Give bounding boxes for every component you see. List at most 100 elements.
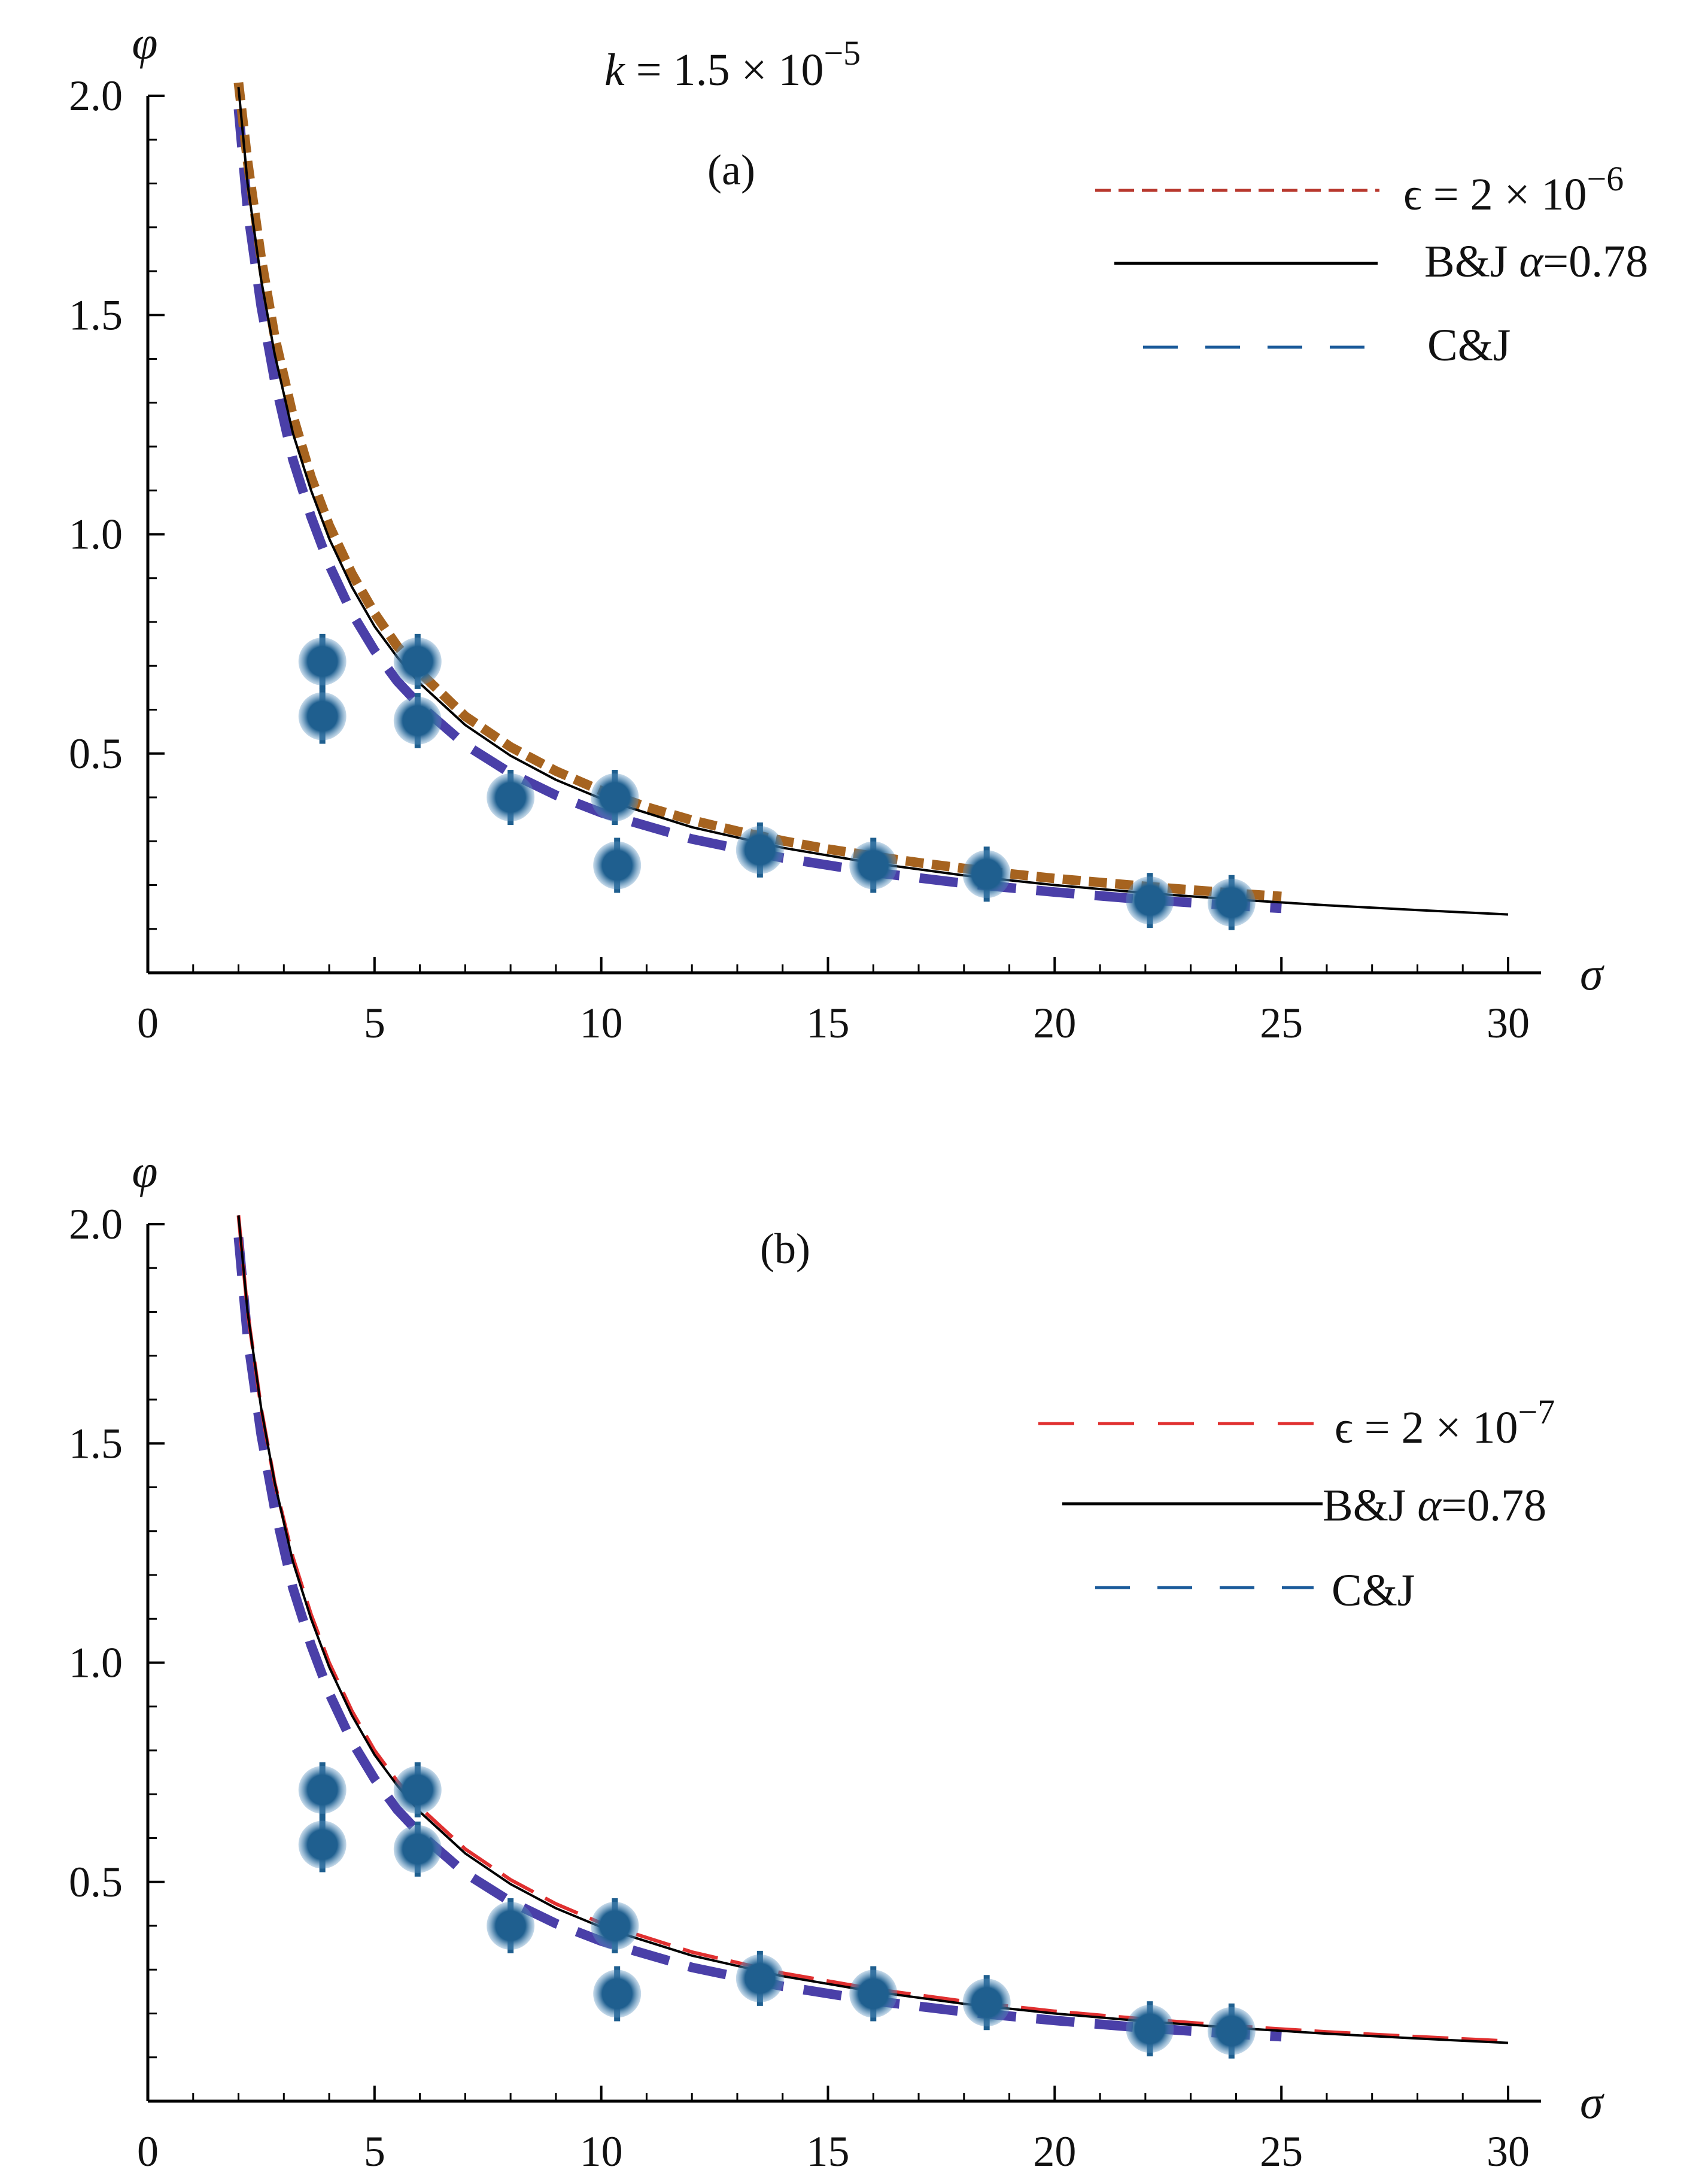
point-marker [298, 637, 347, 685]
data-point [736, 822, 784, 878]
data-point [1126, 2001, 1174, 2057]
x-tick-label: 10 [580, 2128, 623, 2175]
data-point [298, 688, 347, 744]
x-tick-label: 5 [364, 999, 385, 1047]
x-axis: 0 5 10 15 20 25 30 σ [137, 2076, 1604, 2175]
y-ticks [148, 95, 165, 755]
y-tick-label: 1.0 [69, 511, 123, 559]
y-tick-label: 2.0 [69, 1200, 123, 1248]
point-marker [1126, 876, 1174, 925]
panel-label: (b) [760, 1225, 810, 1273]
x-tick-label: 30 [1487, 999, 1530, 1047]
point-marker [1207, 2007, 1256, 2055]
y-tick-label: 1.5 [69, 291, 123, 339]
legend-label-bj: B&J α=0.78 [1424, 236, 1648, 287]
point-marker [393, 1765, 442, 1814]
point-marker [487, 1902, 535, 1950]
data-points [298, 633, 1256, 930]
series-bj-line [237, 87, 1509, 916]
data-points [298, 1762, 1256, 2059]
x-tick-label: 0 [137, 999, 159, 1047]
series-cj-line [233, 108, 1282, 914]
y-axis: 0.5 1.0 1.5 2.0 φ [69, 17, 165, 973]
data-point [849, 1966, 898, 2022]
data-point [487, 770, 535, 825]
y-tick-label: 0.5 [69, 730, 123, 778]
data-point [591, 1898, 639, 1953]
header-k: k = 1.5 × 10−5 [604, 34, 861, 95]
panel-a: 0.5 1.0 1.5 2.0 φ 0 5 10 15 20 25 30 σ (… [69, 17, 1648, 1047]
legend-label-cj: C&J [1427, 320, 1511, 371]
point-marker [393, 1825, 442, 1873]
point-marker [591, 773, 639, 821]
data-point [593, 1966, 642, 2022]
data-point [393, 1762, 442, 1817]
point-marker [593, 841, 642, 890]
series-epsilon-line [233, 82, 1282, 902]
x-minor-ticks [192, 964, 1464, 973]
point-marker [1207, 878, 1256, 927]
y-minor-ticks [148, 138, 157, 930]
series-curves [233, 1215, 1509, 2044]
y-tick-label: 0.5 [69, 1858, 123, 1906]
legend-label-epsilon: ϵ = 2 × 10−7 [1335, 1392, 1555, 1453]
data-point [1207, 875, 1256, 930]
y-axis: 0.5 1.0 1.5 2.0 φ [69, 1145, 165, 2101]
data-point [298, 1817, 347, 1873]
x-tick-label: 25 [1260, 2128, 1303, 2175]
x-tick-label: 20 [1033, 2128, 1076, 2175]
x-tick-label: 25 [1260, 999, 1303, 1047]
y-tick-label: 1.0 [69, 1639, 123, 1687]
x-tick-label: 20 [1033, 999, 1076, 1047]
data-point [393, 1821, 442, 1877]
x-tick-label: 10 [580, 999, 623, 1047]
point-marker [487, 773, 535, 821]
data-point [1126, 873, 1174, 928]
panel-b: 0.5 1.0 1.5 2.0 φ 0 5 10 15 20 25 30 σ (… [69, 1145, 1604, 2175]
x-tick-label: 30 [1487, 2128, 1530, 2175]
data-point [393, 633, 442, 689]
y-tick-label: 1.5 [69, 1419, 123, 1467]
data-point [298, 633, 347, 689]
data-point [736, 1950, 784, 2006]
x-tick-label: 5 [364, 2128, 385, 2175]
series-epsilon-line [236, 1215, 1509, 2043]
legend-label-epsilon: ϵ = 2 × 10−6 [1403, 159, 1624, 220]
data-point [593, 837, 642, 893]
x-tick-label: 15 [807, 999, 850, 1047]
legend-label-bj: B&J α=0.78 [1323, 1480, 1546, 1531]
point-marker [591, 1902, 639, 1950]
x-ticks [147, 957, 1509, 973]
point-marker [736, 826, 784, 874]
data-point [298, 1762, 347, 1817]
x-minor-ticks [192, 2093, 1464, 2101]
panel-label: (a) [707, 146, 755, 194]
data-point [591, 770, 639, 825]
point-marker [298, 692, 347, 741]
data-point [962, 1975, 1011, 2031]
x-ticks [147, 2086, 1509, 2101]
legend: ϵ = 2 × 10−7 B&J α=0.78 C&J [1038, 1392, 1555, 1616]
series-curves [233, 82, 1509, 916]
point-marker [393, 637, 442, 685]
x-tick-label: 15 [807, 2128, 850, 2175]
point-marker [593, 1969, 642, 2018]
data-point [393, 693, 442, 748]
point-marker [736, 1954, 784, 2002]
y-axis-label: φ [132, 1145, 157, 1197]
x-tick-label: 0 [137, 2128, 159, 2175]
data-point [849, 837, 898, 893]
point-marker [298, 1820, 347, 1869]
y-tick-label: 2.0 [69, 72, 123, 120]
data-point [1207, 2003, 1256, 2059]
point-marker [962, 850, 1011, 899]
series-bj-line [237, 1215, 1509, 2044]
y-ticks [148, 1223, 165, 1883]
point-marker [849, 1969, 898, 2018]
y-minor-ticks [148, 1267, 157, 2059]
y-axis-label: φ [132, 17, 157, 69]
point-marker [849, 841, 898, 890]
x-axis-label: σ [1580, 2076, 1604, 2128]
legend-label-cj: C&J [1332, 1565, 1415, 1616]
